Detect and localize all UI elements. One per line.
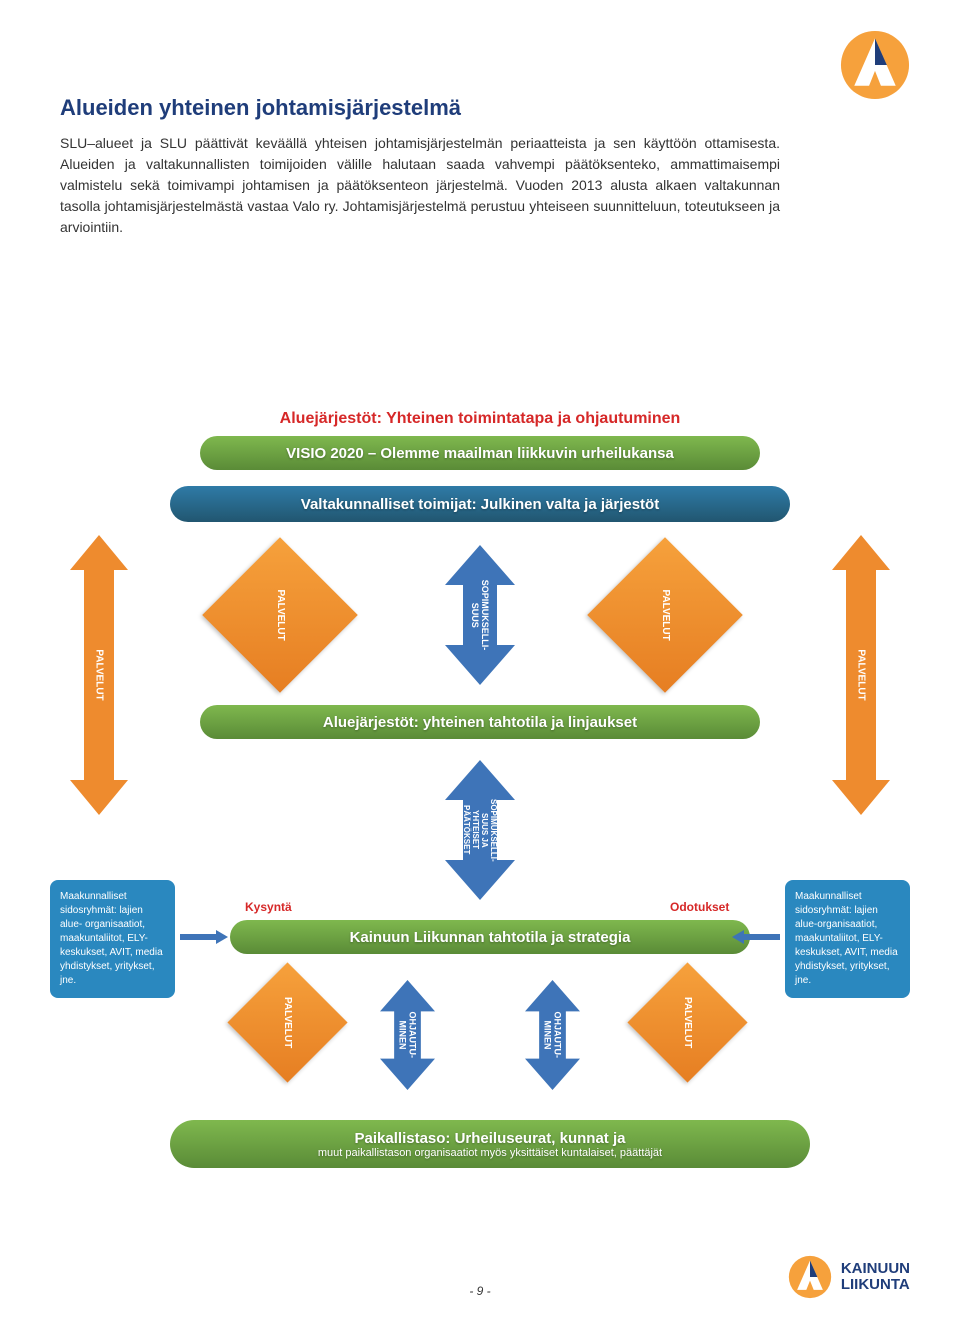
org-diagram: Aluejärjestöt: Yhteinen toimintatapa ja … bbox=[50, 410, 910, 1200]
bar-paikal-main: Paikallistaso: Urheiluseurat, kunnat ja bbox=[355, 1130, 626, 1147]
brand-logo-icon bbox=[838, 28, 912, 102]
palvelut-label: PALVELUT bbox=[94, 649, 105, 700]
kysynta-label: Kysyntä bbox=[245, 900, 292, 914]
bar-aluejarjestot: Aluejärjestöt: yhteinen tahtotila ja lin… bbox=[200, 705, 760, 739]
intro-paragraph: SLU–alueet ja SLU päättivät keväällä yht… bbox=[60, 133, 780, 238]
palvelut-diamond: PALVELUT bbox=[202, 537, 358, 693]
page-title: Alueiden yhteinen johtamisjärjestelmä bbox=[60, 95, 900, 121]
brand-logo-icon bbox=[787, 1254, 833, 1300]
palvelut-label: PALVELUT bbox=[856, 649, 867, 700]
bar-visio: VISIO 2020 – Olemme maailman liikkuvin u… bbox=[200, 436, 760, 470]
bar-valtakunnalliset: Valtakunnalliset toimijat: Julkinen valt… bbox=[170, 486, 790, 522]
ohjautu-arrow: OHJAUTU-MINEN bbox=[525, 970, 580, 1100]
bar-kainuun: Kainuun Liikunnan tahtotila ja strategia bbox=[230, 920, 750, 954]
diagram-title: Aluejärjestöt: Yhteinen toimintatapa ja … bbox=[50, 410, 910, 428]
sidosryhmat-box-right: Maakunnalliset sidosryhmät: lajien alue-… bbox=[785, 880, 910, 998]
harrow-left-icon bbox=[180, 930, 228, 944]
sopimus-arrow: SOPIMUKSELLI-SUUS bbox=[445, 545, 515, 685]
palvelut-arrow-left: PALVELUT bbox=[70, 535, 128, 815]
footer-brand: KAINUUN LIIKUNTA bbox=[787, 1254, 910, 1300]
bar-paikal-sub: muut paikallistason organisaatiot myös y… bbox=[318, 1147, 662, 1159]
odotukset-label: Odotukset bbox=[670, 900, 729, 914]
palvelut-arrow-right: PALVELUT bbox=[832, 535, 890, 815]
palvelut-diamond: PALVELUT bbox=[587, 537, 743, 693]
footer-brand-line1: KAINUUN bbox=[841, 1261, 910, 1278]
footer-brand-line2: LIIKUNTA bbox=[841, 1277, 910, 1294]
sidosryhmat-box-left: Maakunnalliset sidosryhmät: lajien alue-… bbox=[50, 880, 175, 998]
page-number: - 9 - bbox=[469, 1284, 490, 1298]
palvelut-diamond: PALVELUT bbox=[227, 962, 347, 1082]
harrow-right-icon bbox=[732, 930, 780, 944]
sopimus-paat-arrow: SOPIMUKSELLI-SUUS JA YHTEISET PÄÄTÖKSET bbox=[445, 760, 515, 900]
palvelut-diamond: PALVELUT bbox=[627, 962, 747, 1082]
bar-paikallistaso: Paikallistaso: Urheiluseurat, kunnat ja … bbox=[170, 1120, 810, 1168]
ohjautu-arrow: OHJAUTU-MINEN bbox=[380, 970, 435, 1100]
